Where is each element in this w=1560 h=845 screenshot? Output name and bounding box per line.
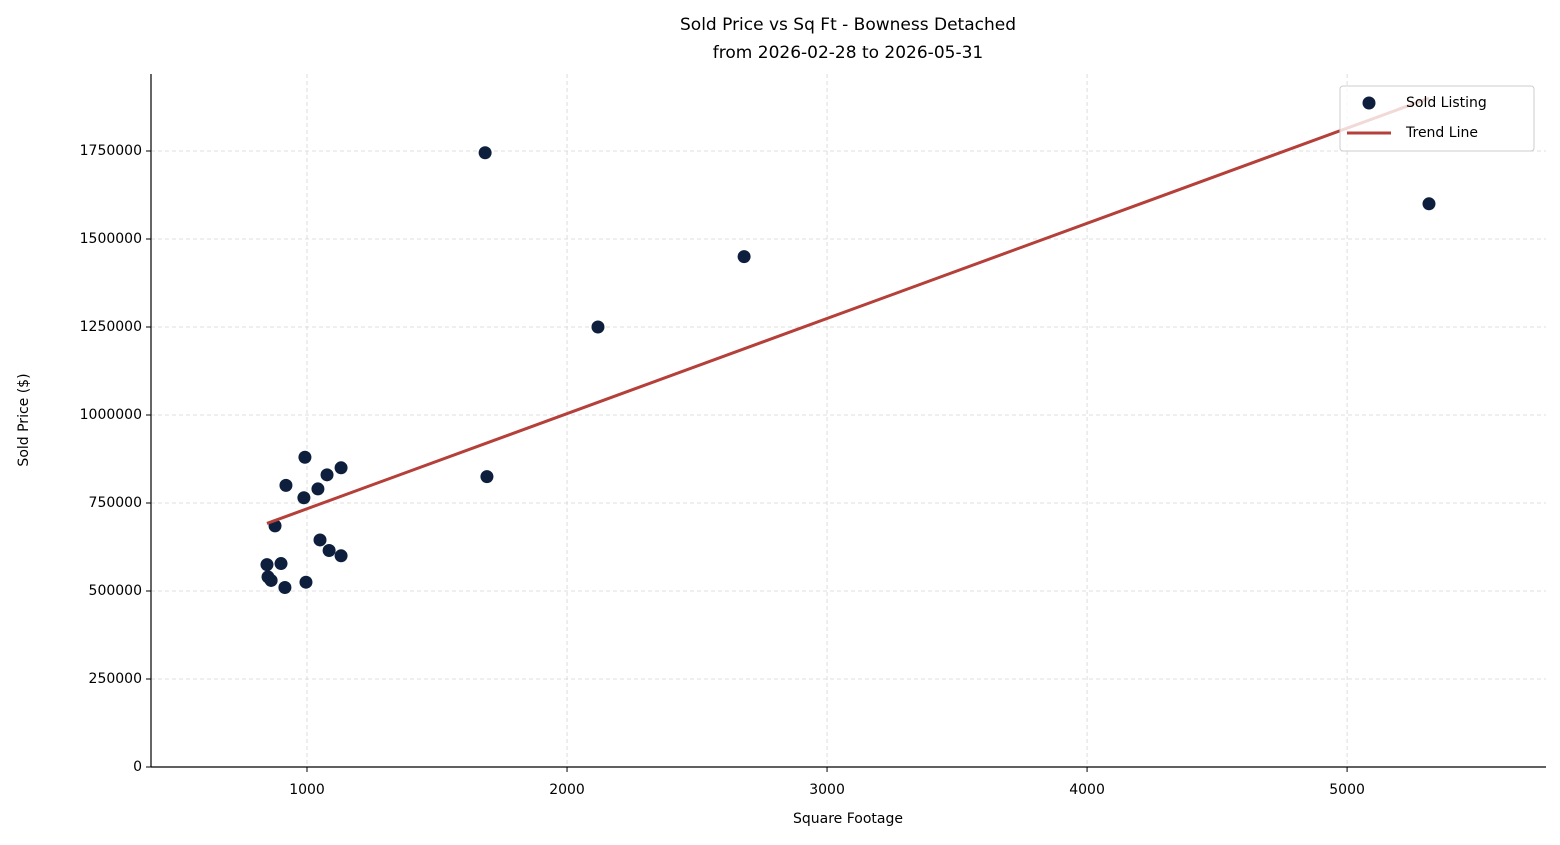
data-point	[334, 549, 348, 563]
data-point	[591, 320, 605, 334]
x-tick-label: 3000	[809, 782, 845, 798]
y-tick-label: 500000	[89, 583, 142, 599]
data-point	[322, 544, 336, 558]
data-point	[311, 482, 325, 496]
data-point	[264, 573, 278, 587]
data-point	[299, 575, 313, 589]
x-tick-label: 2000	[549, 782, 585, 798]
data-point	[480, 470, 494, 484]
data-point	[298, 450, 312, 464]
data-point	[278, 580, 292, 594]
y-tick-label: 1750000	[80, 143, 142, 159]
y-tick-label: 1500000	[80, 231, 142, 247]
y-tick-label: 250000	[89, 671, 142, 687]
data-point	[274, 557, 288, 571]
legend-swatch	[1362, 96, 1376, 110]
chart-title: Sold Price vs Sq Ft - Bowness Detached	[680, 15, 1016, 35]
y-tick-label: 1250000	[80, 319, 142, 335]
data-point	[313, 533, 327, 547]
x-tick-label: 1000	[289, 782, 325, 798]
data-point	[297, 491, 311, 505]
y-tick-label: 750000	[89, 495, 142, 511]
data-point	[1422, 197, 1436, 211]
y-axis-label: Sold Price ($)	[16, 373, 32, 466]
legend-box	[1339, 85, 1535, 152]
legend-label: Trend Line	[1405, 125, 1478, 141]
data-point	[334, 461, 348, 475]
x-tick-label: 5000	[1329, 782, 1365, 798]
legend: Sold Listing Trend Line	[1339, 85, 1535, 152]
legend-label: Sold Listing	[1406, 95, 1487, 111]
data-point	[279, 478, 293, 492]
data-point	[737, 250, 751, 264]
y-tick-label: 0	[133, 759, 142, 775]
data-point	[260, 558, 274, 572]
x-axis-label: Square Footage	[793, 811, 903, 827]
grid	[151, 74, 1546, 768]
data-point	[320, 468, 334, 482]
trend-line	[266, 96, 1430, 525]
chart-subtitle: from 2026-02-28 to 2026-05-31	[713, 43, 983, 63]
x-tick-label: 4000	[1069, 782, 1105, 798]
data-point	[478, 146, 492, 160]
y-tick-label: 1000000	[80, 407, 142, 423]
